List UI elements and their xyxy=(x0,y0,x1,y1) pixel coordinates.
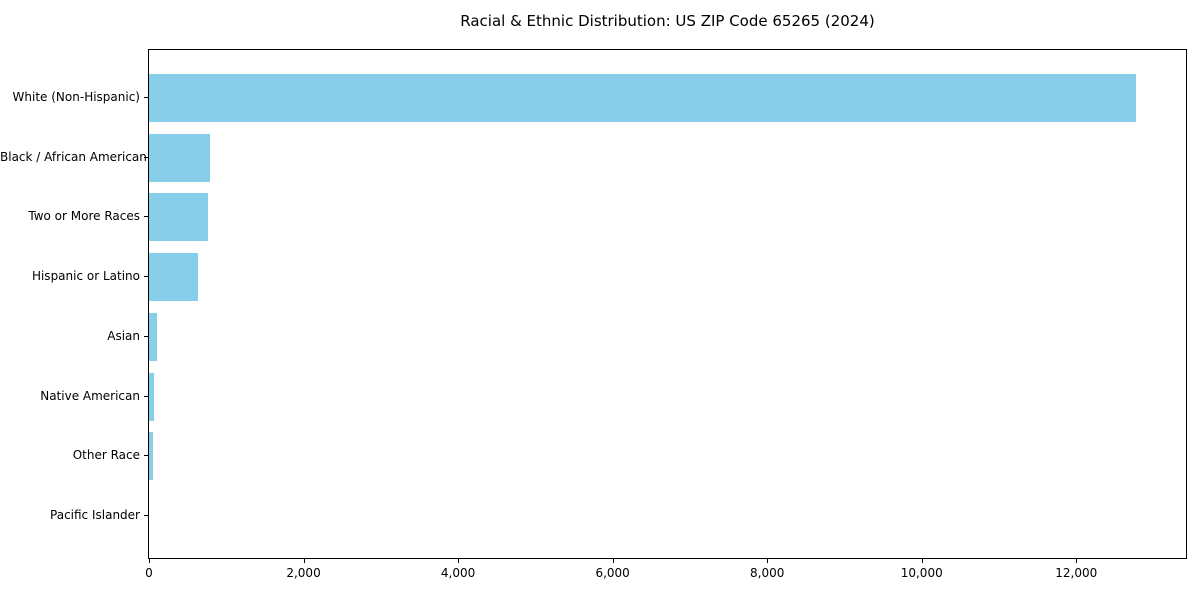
y-label-hispanic-or-latino: Hispanic or Latino xyxy=(31,269,140,284)
x-tick-label-12000: 12,000 xyxy=(1055,566,1098,580)
y-tick-mark xyxy=(144,97,148,98)
y-tick-mark xyxy=(144,216,148,218)
bar-white-non-hispanic xyxy=(149,74,1136,122)
y-label-native-american: Native American xyxy=(40,388,140,403)
y-tick-mark xyxy=(144,335,148,337)
y-label-white-non-hispanic: White (Non-Hispanic) xyxy=(12,90,140,104)
y-label-black-african-american: Black / African American xyxy=(0,149,147,164)
x-tick-label-10000: 10,000 xyxy=(900,566,943,580)
y-label-two-or-more-races: Two or More Races xyxy=(28,209,140,224)
y-tick-mark xyxy=(144,395,148,397)
x-tick-label-4000: 4,000 xyxy=(440,566,476,580)
x-tick-mark xyxy=(303,559,305,563)
bar-two-or-more-races xyxy=(149,193,208,242)
y-label-asian: Asian xyxy=(107,328,140,343)
bar-hispanic-or-latino xyxy=(149,253,199,302)
x-tick-mark xyxy=(921,559,923,563)
x-tick-mark xyxy=(767,559,769,563)
bar-black-african-american xyxy=(149,133,211,182)
bar-other-race xyxy=(149,432,154,481)
bar-native-american xyxy=(149,372,155,421)
y-tick-mark xyxy=(144,455,148,457)
x-tick-mark xyxy=(149,559,150,563)
y-tick-mark xyxy=(144,156,148,158)
x-tick-mark xyxy=(612,559,614,563)
x-tick-mark xyxy=(1076,559,1078,563)
x-tick-mark xyxy=(458,559,460,563)
x-tick-label-0: 0 xyxy=(145,566,153,580)
x-tick-label-2000: 2,000 xyxy=(286,566,321,580)
bar-asian xyxy=(149,312,157,361)
y-label-other-race: Other Race xyxy=(72,448,140,463)
chart-title: Racial & Ethnic Distribution: US ZIP Cod… xyxy=(460,12,875,30)
x-tick-label-8000: 8,000 xyxy=(749,566,785,580)
x-tick-label-6000: 6,000 xyxy=(595,566,630,580)
y-tick-mark xyxy=(144,276,148,278)
y-tick-mark xyxy=(144,514,148,516)
plot-area xyxy=(148,49,1187,559)
y-label-pacific-islander: Pacific Islander xyxy=(50,507,140,522)
